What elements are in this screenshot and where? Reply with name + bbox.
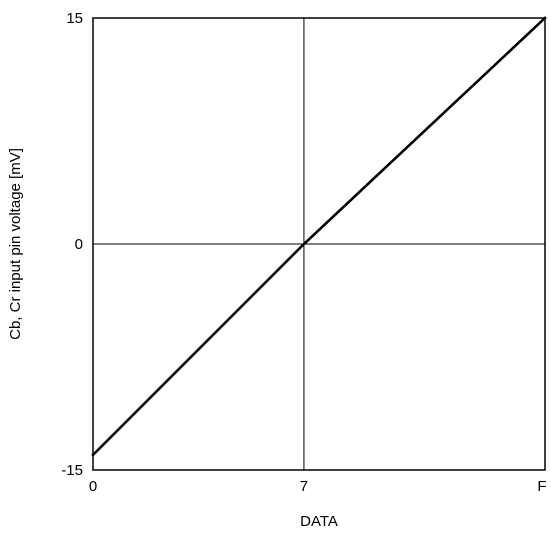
y-tick-label: -15 [61, 462, 83, 479]
plot-frame [92, 17, 546, 471]
y-tick-label: 15 [66, 10, 83, 27]
series-layer [91, 16, 547, 457]
y-tick-labels: -15 0 15 [61, 10, 83, 479]
x-tick-labels: 0 7 F [89, 478, 547, 495]
grid-lines [93, 18, 545, 470]
x-tick-label: 7 [300, 478, 308, 495]
y-tick-label: 0 [75, 236, 83, 253]
x-axis-label: DATA [300, 513, 338, 530]
x-tick-label: 0 [89, 478, 97, 495]
y-axis-label: Cb, Cr input pin voltage [mV] [7, 148, 24, 340]
series-line [91, 16, 547, 457]
x-tick-label: F [537, 478, 546, 495]
